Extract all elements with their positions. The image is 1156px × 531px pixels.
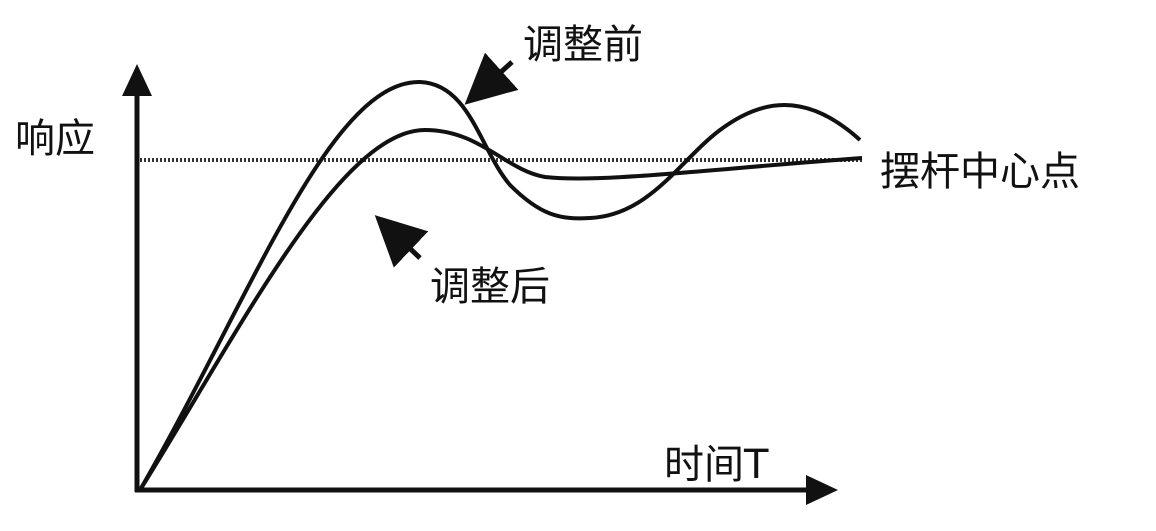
y-axis-arrow-icon [122,64,152,96]
curve-after [138,127,863,492]
x-axis-arrow-icon [806,475,838,505]
curve-before [138,79,862,492]
after-arrow-icon [374,215,429,268]
before-arrow-icon [464,52,519,105]
y-axis-label: 响应 [15,116,95,162]
before-label: 调整前 [523,22,643,68]
x-axis-label: 时间T [664,442,769,488]
after-label: 调整后 [430,264,550,310]
center-line-label: 摆杆中心点 [880,149,1080,195]
